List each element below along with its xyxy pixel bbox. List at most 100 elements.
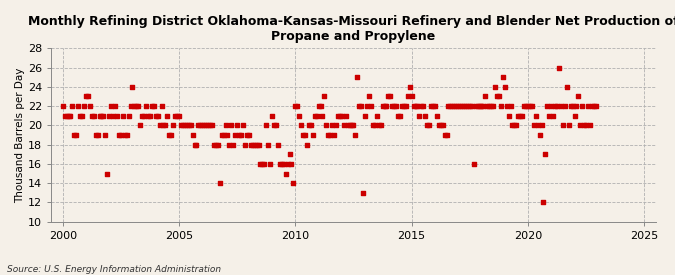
Point xyxy=(131,104,142,108)
Point xyxy=(154,123,165,128)
Point xyxy=(578,123,589,128)
Point xyxy=(400,104,411,108)
Point xyxy=(222,133,233,137)
Point xyxy=(381,104,392,108)
Point xyxy=(437,123,448,128)
Point xyxy=(396,104,407,108)
Point xyxy=(431,114,442,118)
Point xyxy=(451,104,462,108)
Point xyxy=(261,123,271,128)
Point xyxy=(108,114,119,118)
Point xyxy=(422,123,433,128)
Point xyxy=(317,114,328,118)
Point xyxy=(142,114,153,118)
Point xyxy=(567,104,578,108)
Point xyxy=(346,123,357,128)
Point xyxy=(453,104,464,108)
Point xyxy=(476,104,487,108)
Point xyxy=(580,123,591,128)
Point xyxy=(398,104,409,108)
Point xyxy=(92,133,103,137)
Point xyxy=(427,104,438,108)
Point xyxy=(536,123,547,128)
Point xyxy=(350,133,361,137)
Point xyxy=(98,114,109,118)
Point xyxy=(284,152,295,156)
Point xyxy=(57,104,68,108)
Point xyxy=(414,114,425,118)
Point xyxy=(511,123,522,128)
Point xyxy=(426,104,437,108)
Point xyxy=(367,123,378,128)
Point xyxy=(94,114,105,118)
Point xyxy=(238,123,248,128)
Point xyxy=(67,104,78,108)
Point xyxy=(59,114,70,118)
Point xyxy=(533,123,543,128)
Point xyxy=(385,94,396,99)
Point xyxy=(63,114,74,118)
Point xyxy=(518,104,529,108)
Point xyxy=(209,142,219,147)
Point xyxy=(307,133,318,137)
Point xyxy=(538,200,549,205)
Point xyxy=(215,181,225,185)
Point xyxy=(173,114,184,118)
Point xyxy=(96,114,107,118)
Point xyxy=(282,162,293,166)
Point xyxy=(151,114,161,118)
Point xyxy=(189,142,200,147)
Point xyxy=(182,123,192,128)
Point xyxy=(495,104,506,108)
Point xyxy=(470,104,481,108)
Point xyxy=(80,94,91,99)
Point xyxy=(474,104,485,108)
Point xyxy=(140,104,151,108)
Point xyxy=(389,104,400,108)
Point xyxy=(371,114,382,118)
Point xyxy=(515,114,526,118)
Point xyxy=(509,123,520,128)
Point xyxy=(513,114,524,118)
Point xyxy=(265,162,275,166)
Point xyxy=(551,104,562,108)
Point xyxy=(232,123,242,128)
Point xyxy=(300,133,310,137)
Point xyxy=(226,123,237,128)
Point xyxy=(187,133,198,137)
Point xyxy=(319,94,330,99)
Point xyxy=(88,114,99,118)
Point xyxy=(133,104,144,108)
Point xyxy=(344,123,355,128)
Point xyxy=(236,133,246,137)
Point xyxy=(458,104,469,108)
Point xyxy=(375,123,386,128)
Point xyxy=(61,114,72,118)
Point xyxy=(387,104,398,108)
Point xyxy=(520,104,531,108)
Y-axis label: Thousand Barrels per Day: Thousand Barrels per Day xyxy=(15,67,25,203)
Point xyxy=(585,123,595,128)
Point xyxy=(90,133,101,137)
Point xyxy=(257,162,268,166)
Point xyxy=(468,162,479,166)
Point xyxy=(443,104,454,108)
Point xyxy=(373,123,384,128)
Point xyxy=(412,104,423,108)
Point xyxy=(275,162,286,166)
Point xyxy=(577,104,588,108)
Point xyxy=(115,133,126,137)
Point xyxy=(200,123,211,128)
Text: Source: U.S. Energy Information Administration: Source: U.S. Energy Information Administ… xyxy=(7,265,221,274)
Point xyxy=(288,181,299,185)
Point xyxy=(100,133,111,137)
Point xyxy=(199,123,210,128)
Point xyxy=(302,142,313,147)
Point xyxy=(575,123,586,128)
Point xyxy=(449,104,460,108)
Point xyxy=(564,123,574,128)
Point xyxy=(195,123,206,128)
Point xyxy=(402,94,413,99)
Point xyxy=(311,114,322,118)
Point xyxy=(269,123,279,128)
